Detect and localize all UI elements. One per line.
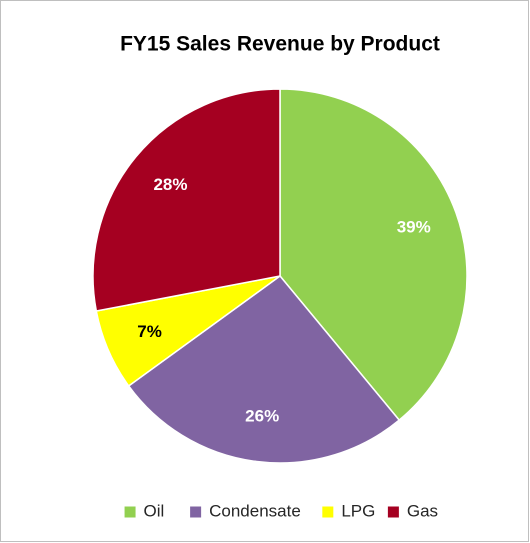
legend-label: Oil: [144, 501, 165, 520]
pie-slice: [279, 88, 468, 422]
legend-label: LPG: [341, 501, 375, 520]
legend-label: Condensate: [209, 501, 301, 520]
data-label: 7%: [137, 322, 162, 341]
data-label: 39%: [397, 217, 431, 236]
chart-title: FY15 Sales Revenue by Product: [120, 33, 440, 56]
pie-slice: [92, 88, 281, 312]
legend-swatch: [322, 506, 334, 518]
data-label: 28%: [153, 175, 187, 194]
pie-slice: [127, 274, 401, 464]
legend-swatch: [190, 506, 202, 518]
data-label: 26%: [245, 406, 279, 425]
legend-swatch: [387, 506, 399, 518]
legend-label: Gas: [407, 501, 438, 520]
legend-swatch: [124, 506, 136, 518]
